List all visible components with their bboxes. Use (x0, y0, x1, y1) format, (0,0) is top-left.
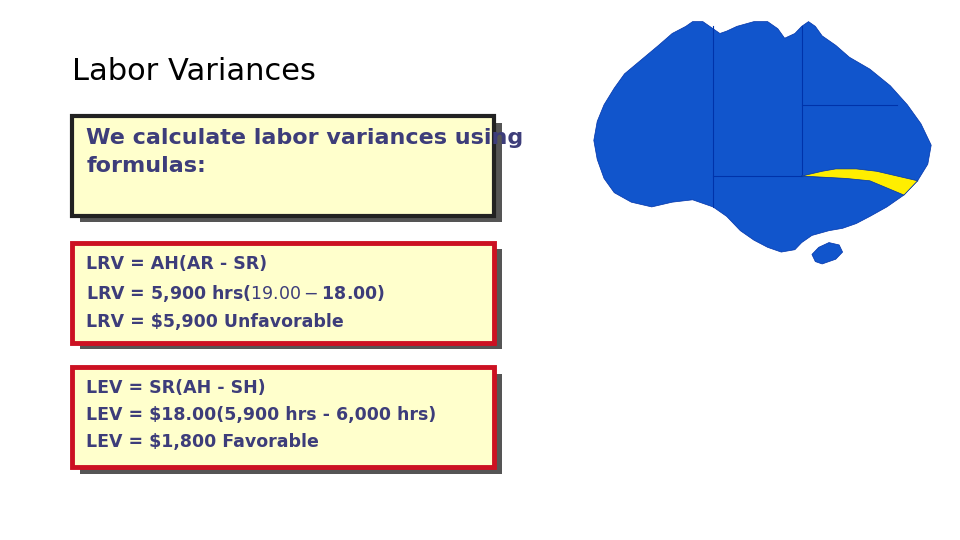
Polygon shape (802, 169, 918, 195)
FancyBboxPatch shape (72, 367, 494, 467)
Text: LEV = SR(AH - SH)
LEV = $18.00(5,900 hrs - 6,000 hrs)
LEV = $1,800 Favorable: LEV = SR(AH - SH) LEV = $18.00(5,900 hrs… (86, 379, 437, 451)
Text: LRV = AH(AR - SR)
LRV = 5,900 hrs($19.00 -$18.00)
LRV = $5,900 Unfavorable: LRV = AH(AR - SR) LRV = 5,900 hrs($19.00… (86, 255, 386, 332)
Polygon shape (812, 242, 843, 264)
FancyBboxPatch shape (80, 123, 502, 222)
FancyBboxPatch shape (72, 116, 494, 216)
Text: We calculate labor variances using
formulas:: We calculate labor variances using formu… (86, 128, 523, 176)
Text: Labor Variances: Labor Variances (72, 57, 316, 86)
Polygon shape (594, 22, 931, 252)
FancyBboxPatch shape (72, 243, 494, 343)
FancyBboxPatch shape (80, 374, 502, 474)
FancyBboxPatch shape (80, 249, 502, 349)
